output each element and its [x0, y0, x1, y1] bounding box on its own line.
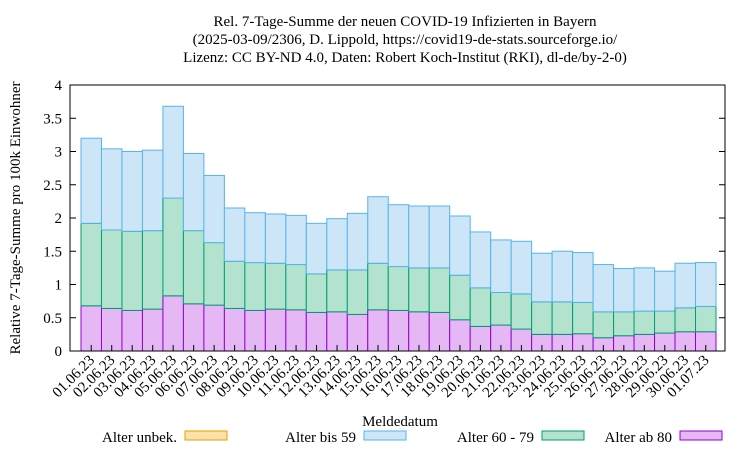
chart-title: Rel. 7-Tage-Summe der neuen COVID-19 Inf… — [214, 14, 597, 30]
y-tick-label: 0.5 — [43, 311, 62, 327]
bar-segment — [141, 149, 164, 232]
bar-segment — [244, 212, 266, 264]
y-tick-label: 1.5 — [43, 244, 62, 260]
bar-segment — [633, 310, 656, 335]
bar-segment — [428, 267, 451, 313]
bar-segment — [264, 213, 287, 264]
y-tick-label: 3 — [55, 145, 63, 161]
bar-segment — [449, 215, 471, 276]
y-tick-label: 4 — [55, 78, 63, 94]
legend-label: Alter bis 59 — [285, 430, 356, 446]
bar-segment — [674, 262, 697, 309]
chart-title: (2025-03-09/2306, D. Lippold, https://co… — [193, 32, 618, 48]
bar-segment — [695, 305, 717, 333]
bar-segment — [551, 250, 574, 303]
bar-segment — [510, 240, 533, 295]
bar-segment — [346, 269, 369, 315]
bar-segment — [469, 231, 492, 289]
bar-segment — [695, 262, 717, 307]
bar-segment — [121, 309, 143, 352]
bar-segment — [285, 264, 307, 311]
bar-segment — [244, 309, 266, 352]
bar-segment — [305, 273, 328, 313]
bar-segment — [490, 239, 512, 293]
plot-frame — [69, 84, 726, 352]
bar-segment — [182, 152, 205, 232]
y-tick-label: 2.5 — [43, 178, 62, 194]
bar-segment — [285, 214, 307, 266]
bar-segment — [367, 309, 389, 352]
legend-swatch — [363, 430, 407, 441]
bar-segment — [408, 267, 430, 313]
bar-segment — [449, 274, 471, 321]
bar-segment — [469, 287, 492, 327]
bar-segment — [613, 311, 635, 337]
bar-segment — [326, 269, 348, 313]
bar-segment — [551, 301, 574, 335]
bar-segment — [141, 308, 164, 352]
y-tick-label: 0 — [55, 344, 63, 360]
bar-segment — [121, 230, 143, 311]
bar-segment — [428, 205, 451, 269]
legend-label: Alter ab 80 — [605, 430, 672, 446]
legend-swatch — [679, 430, 723, 441]
bar-segment — [510, 293, 533, 330]
bar-segment — [387, 266, 410, 311]
bar-segment — [203, 174, 225, 244]
bar-segment — [367, 262, 389, 311]
bar-segment — [80, 137, 102, 224]
bar-segment — [223, 207, 246, 262]
y-tick-label: 2 — [55, 211, 63, 227]
bar-segment — [490, 291, 512, 326]
bar-segment — [100, 148, 123, 231]
bar-segment — [80, 222, 102, 307]
y-tick-label: 1 — [55, 278, 63, 294]
bar-segment — [100, 229, 123, 309]
bar-segment — [674, 307, 697, 333]
bar-segment — [182, 303, 205, 352]
bar-segment — [223, 307, 246, 352]
bar-segment — [264, 262, 287, 310]
legend-swatch — [184, 430, 228, 441]
bar-segment — [162, 197, 184, 297]
x-axis-label: Meldedatum — [362, 414, 438, 430]
bar-segment — [613, 268, 635, 313]
bar-segment — [182, 230, 205, 305]
bar-segment — [223, 260, 246, 309]
bar-segment — [387, 309, 410, 352]
legend-label: Alter 60 - 79 — [457, 430, 534, 446]
bar-segment — [592, 311, 615, 339]
legend-label: Alter unbek. — [102, 430, 177, 446]
bar-segment — [203, 242, 225, 306]
bar-segment — [387, 204, 410, 268]
bar-segment — [162, 295, 184, 352]
bar-segment — [654, 310, 676, 334]
bar-segment — [572, 301, 594, 335]
bar-segment — [264, 308, 287, 352]
y-tick-label: 3.5 — [43, 111, 62, 127]
y-axis-label: Relative 7-Tage-Summe pro 100k Einwohner — [8, 81, 24, 354]
bar-segment — [244, 262, 266, 311]
chart-title: Lizenz: CC BY-ND 4.0, Daten: Robert Koch… — [183, 50, 627, 66]
bar-segment — [80, 305, 102, 352]
legend-swatch — [541, 430, 585, 441]
bar-segment — [162, 105, 184, 199]
bar-segment — [531, 301, 553, 335]
bar-segment — [203, 304, 225, 352]
bar-segment — [531, 252, 553, 303]
bar-segment — [572, 252, 594, 303]
bar-segment — [633, 267, 656, 312]
bar-segment — [326, 218, 348, 271]
bar-segment — [100, 307, 123, 352]
bar-segment — [121, 151, 143, 232]
bar-segment — [305, 222, 328, 275]
bar-segment — [654, 270, 676, 312]
bar-segment — [367, 196, 389, 264]
bar-segment — [346, 212, 369, 271]
bar-segment — [285, 309, 307, 352]
bar-segment — [141, 230, 164, 310]
bar-segment — [592, 264, 615, 313]
bar-segment — [408, 205, 430, 269]
